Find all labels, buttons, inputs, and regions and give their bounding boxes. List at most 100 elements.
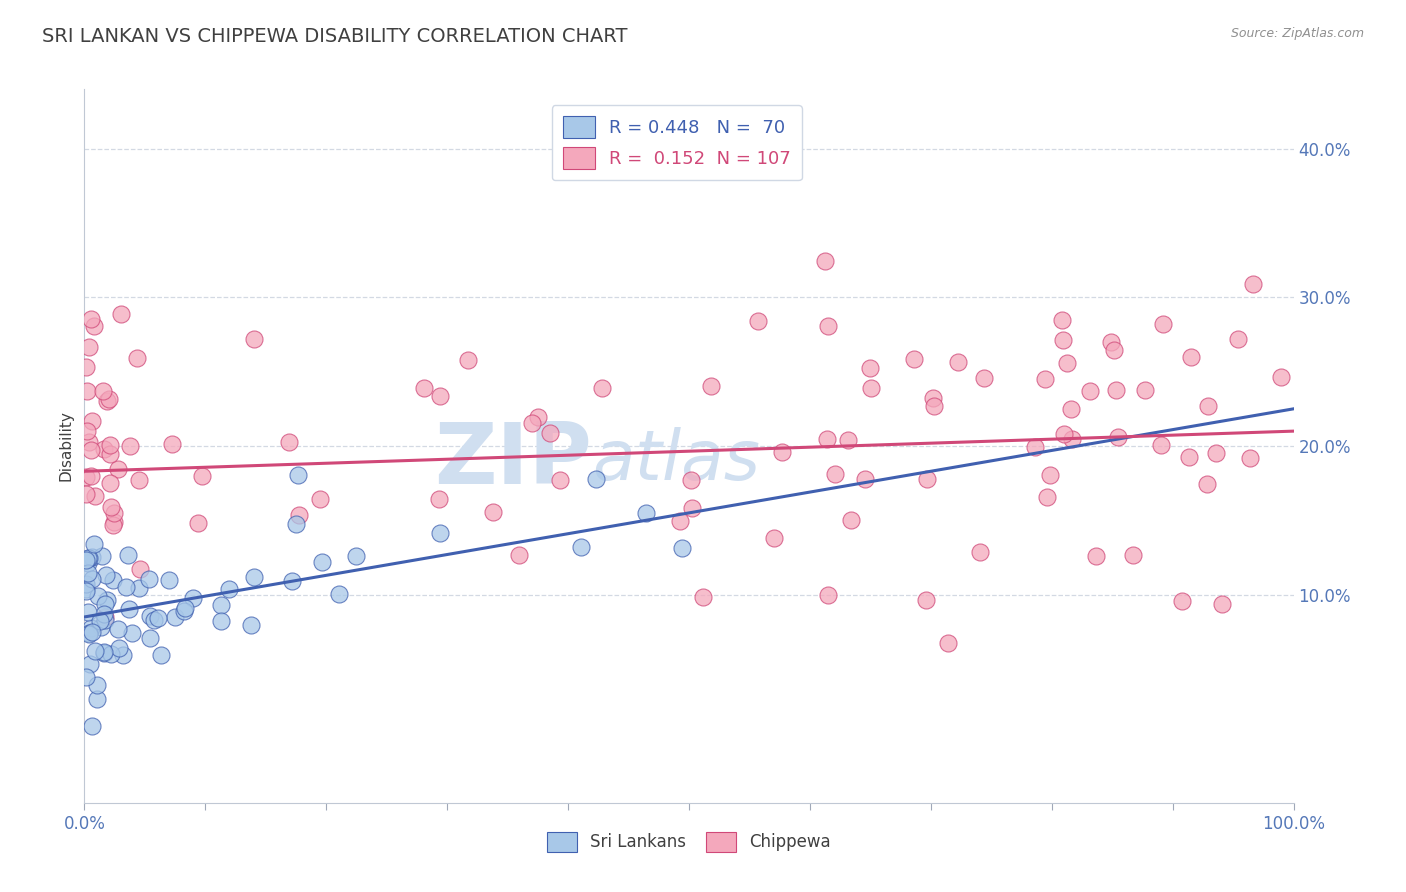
Point — [429, 389, 451, 403]
Point — [138, 572, 160, 586]
Point — [429, 526, 451, 541]
Point — [76, 551, 98, 566]
Point — [839, 512, 862, 526]
Point — [1035, 491, 1057, 505]
Point — [1205, 446, 1227, 460]
Point — [77, 627, 100, 641]
Point — [103, 515, 125, 529]
Point — [79, 621, 101, 635]
Point — [80, 572, 103, 586]
Point — [107, 462, 129, 476]
Point — [344, 549, 367, 563]
Point — [240, 618, 263, 632]
Point — [96, 393, 118, 408]
Point — [117, 549, 139, 563]
Point — [75, 670, 97, 684]
Point — [83, 537, 105, 551]
Point — [121, 625, 143, 640]
Point — [91, 384, 114, 399]
Point — [98, 447, 121, 461]
Point — [278, 434, 301, 449]
Point — [284, 516, 307, 531]
Point — [89, 614, 111, 628]
Point — [159, 574, 181, 588]
Point — [585, 472, 607, 486]
Point — [93, 609, 115, 624]
Point — [1149, 437, 1171, 451]
Point — [98, 476, 121, 491]
Point — [101, 573, 124, 587]
Point — [973, 371, 995, 385]
Point — [163, 609, 186, 624]
Point — [77, 557, 100, 571]
Point — [915, 472, 938, 486]
Point — [1035, 372, 1057, 386]
Point — [1053, 427, 1076, 442]
Point — [128, 562, 150, 576]
Point — [1078, 384, 1101, 399]
Point — [143, 613, 166, 627]
Point — [520, 416, 543, 430]
Point — [110, 307, 132, 321]
Point — [569, 540, 592, 554]
Point — [94, 598, 117, 612]
Y-axis label: Disability: Disability — [58, 410, 73, 482]
Point — [191, 469, 214, 483]
Point — [287, 467, 309, 482]
Point — [1052, 313, 1074, 327]
Legend: Sri Lankans, Chippewa: Sri Lankans, Chippewa — [540, 825, 838, 859]
Point — [84, 489, 107, 503]
Point — [817, 318, 839, 333]
Point — [93, 607, 115, 622]
Point — [1135, 384, 1157, 398]
Point — [120, 439, 142, 453]
Point — [218, 582, 240, 596]
Point — [938, 636, 960, 650]
Point — [187, 516, 209, 531]
Point — [127, 351, 149, 366]
Point — [101, 518, 124, 533]
Point — [75, 487, 97, 501]
Point — [79, 657, 101, 671]
Point — [93, 442, 115, 457]
Point — [1107, 430, 1129, 444]
Point — [75, 470, 97, 484]
Point — [1152, 318, 1174, 332]
Point — [75, 553, 97, 567]
Point — [1024, 440, 1046, 454]
Point — [211, 599, 233, 613]
Point — [1180, 350, 1202, 364]
Point — [1056, 355, 1078, 369]
Point — [79, 468, 101, 483]
Point — [824, 467, 846, 482]
Point — [114, 580, 136, 594]
Point — [1105, 383, 1128, 397]
Text: atlas: atlas — [592, 426, 761, 494]
Point — [636, 506, 658, 520]
Point — [1226, 332, 1249, 346]
Point — [922, 399, 945, 413]
Point — [692, 591, 714, 605]
Point — [508, 548, 530, 562]
Point — [1039, 467, 1062, 482]
Point — [591, 381, 613, 395]
Point — [837, 434, 859, 448]
Point — [1122, 548, 1144, 562]
Point — [762, 531, 785, 545]
Point — [82, 550, 104, 565]
Point — [77, 340, 100, 354]
Point — [83, 319, 105, 334]
Point — [669, 514, 692, 528]
Point — [96, 567, 118, 582]
Point — [107, 622, 129, 636]
Point — [671, 541, 693, 555]
Point — [77, 605, 100, 619]
Point — [969, 545, 991, 559]
Point — [457, 353, 479, 368]
Point — [108, 640, 131, 655]
Point — [86, 677, 108, 691]
Point — [287, 508, 309, 522]
Point — [860, 381, 883, 395]
Point — [747, 313, 769, 327]
Point — [815, 433, 838, 447]
